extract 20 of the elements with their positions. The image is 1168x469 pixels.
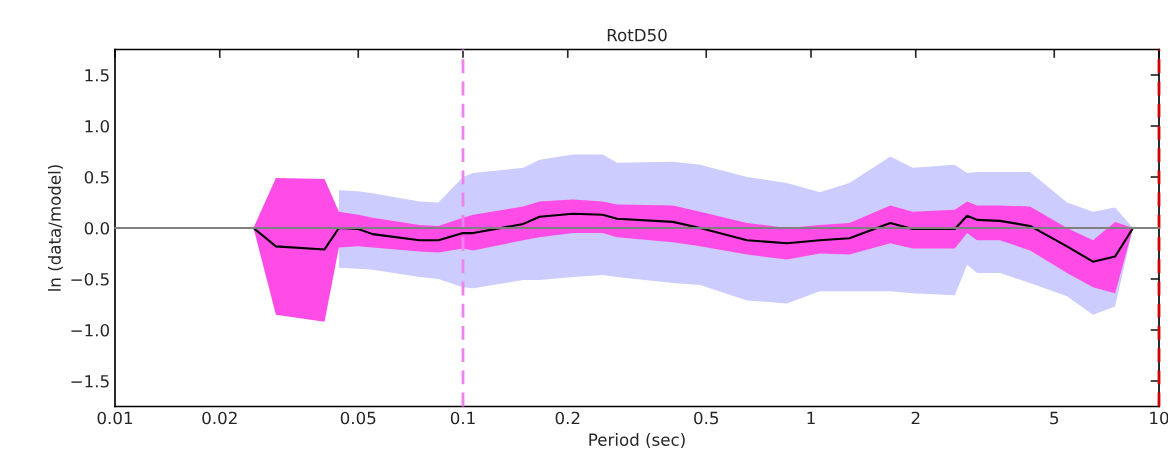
y-tick-label: 0.0 [84,221,110,235]
y-tick-label: 0.5 [84,170,109,184]
x-tick-label: 0.01 [97,411,133,425]
x-tick-label: 2 [911,411,920,425]
y-tick-label: 1.5 [85,69,109,82]
x-tick-label: 1 [807,411,815,425]
y-tick-label: 1.0 [85,119,110,133]
y-tick-label: −1.5 [71,375,109,388]
x-axis-title: Period (sec) [589,433,685,448]
x-tick-label: 0.02 [202,411,237,425]
y-tick-label: −0.5 [71,272,109,286]
x-tick-label: 0.2 [555,411,580,425]
y-axis-title: ln (data/model) [47,165,63,291]
x-tick-label: 0.05 [340,411,376,425]
x-tick-label: 0.5 [694,411,719,425]
x-tick-label: 10 [1150,411,1168,425]
x-tick-label: 5 [1050,411,1059,425]
y-tick-label: −1.0 [71,323,110,337]
chart-title: RotD50 [607,28,667,42]
x-tick-label: 0.1 [450,411,475,425]
